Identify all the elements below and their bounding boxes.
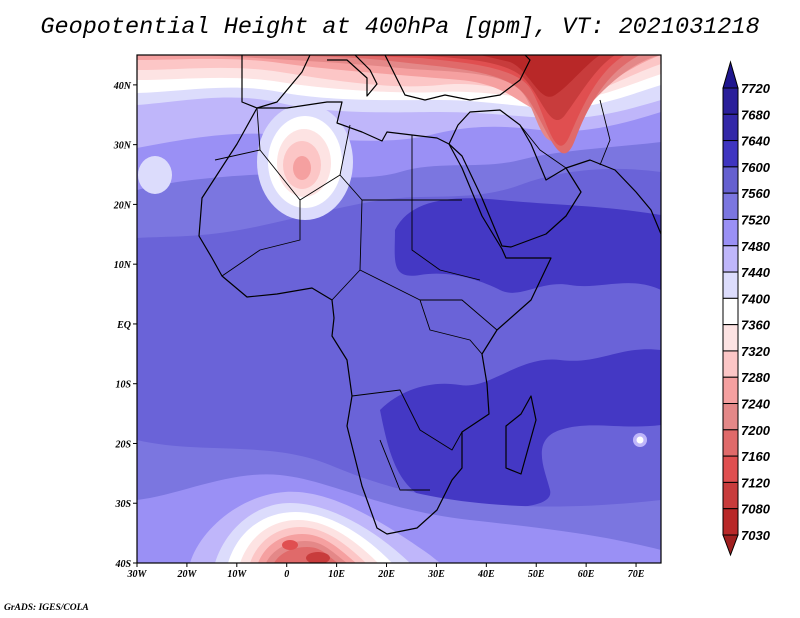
x-tick-label: 30E [427,569,445,580]
colorbar-label: 7360 [741,318,771,333]
colorbar-swatch [722,403,739,431]
south-ridge-7120 [282,540,298,550]
plot-title: Geopotential Height at 400hPa [gpm], VT:… [40,14,760,41]
y-tick-label: 30N [113,141,132,152]
sahara-ridge-7240 [293,156,311,180]
x-tick-label: 70E [628,569,645,580]
italy-coastline [327,55,378,97]
colorbar-label: 7160 [741,449,771,464]
y-tick-label: 10N [114,260,132,271]
colorbar-swatch [722,350,739,378]
y-tick-label: 10S [115,380,131,391]
colorbar-swatch [722,271,739,299]
colorbar-swatch [722,324,739,352]
colorbar-label: 7600 [741,160,771,175]
grads-credit: GrADS: IGES/COLA [4,603,89,613]
colorbar-label: 7200 [741,423,771,438]
x-tick-label: 50E [528,569,545,580]
colorbar-label: 7640 [741,134,771,149]
colorbar-swatch [722,113,739,142]
x-tick-label: 20E [377,569,395,580]
colorbar-label: 7440 [741,265,771,280]
colorbar-label: 7400 [741,291,771,306]
madagascar-coastline [505,395,537,475]
y-tick-label: 20N [113,200,132,211]
indian-ocean-local-high-core [636,436,644,444]
colorbar-bottom-arrow [722,534,739,557]
x-tick-label: 0 [284,569,289,580]
colorbar-label: 7280 [741,370,771,385]
x-tick-label: 10E [328,569,345,580]
y-axis: 40N 30N 20N 10N EQ 10S 20S 30S 40S [113,81,137,570]
south-ridge-7080 [306,552,330,563]
colorbar-label: 7030 [741,528,771,543]
colorbar-label: 7680 [741,107,771,122]
colorbar-label: 7720 [741,81,771,96]
colorbar-swatch [722,87,739,115]
x-tick-label: 60E [578,569,595,580]
y-tick-label: 30S [114,499,131,510]
colorbar-label: 7320 [741,344,771,359]
y-tick-label: 20S [114,439,131,450]
x-tick-label: 10W [227,569,247,580]
colorbar-label: 7520 [741,212,771,227]
africa-coastline [198,101,552,535]
colorbar-swatch [722,140,739,168]
arabia-coastline [448,109,582,248]
colorbar: 7720 7680 7640 7600 7560 7520 7480 7440 7400 7360… [722,60,771,557]
y-tick-label: 40N [113,81,132,92]
colorbar-swatch [722,455,739,483]
x-tick-label: 20W [176,569,197,580]
colorbar-label: 7240 [741,397,771,412]
colorbar-swatch [722,429,739,457]
x-tick-label: 30W [127,569,148,580]
colorbar-label: 7120 [741,475,771,490]
x-tick-label: 40E [477,569,495,580]
iberia-coastline [241,55,311,109]
colorbar-swatch [722,218,739,247]
coastlines [198,55,661,535]
colorbar-swatch [722,297,739,326]
country-borders [214,99,611,491]
colorbar-top-arrow [722,60,739,89]
x-axis: 30W 20W 10W 0 10E 20E 30E 40E 50E 60E 70E [127,563,645,580]
colorbar-label: 7560 [741,186,771,201]
y-tick-label: 40S [114,559,131,570]
field-7030-7080 [480,55,600,97]
colorbar-swatch [722,245,739,273]
colorbar-swatch [722,166,739,194]
balkans-turkey-coastline [384,55,531,101]
colorbar-swatch [722,192,739,220]
atlantic-light-patch [138,156,172,194]
colorbar-label: 7080 [741,502,771,517]
south-asia-coastline [565,159,661,235]
height-field [137,55,661,563]
colorbar-swatch [722,508,739,536]
field-7600-7640-south [380,349,661,508]
colorbar-swatch [722,481,739,510]
map-frame [136,54,662,564]
field-7600-7640-north [394,198,661,293]
y-tick-label: EQ [116,320,131,331]
colorbar-swatch [722,376,739,405]
colorbar-label: 7480 [741,239,771,254]
